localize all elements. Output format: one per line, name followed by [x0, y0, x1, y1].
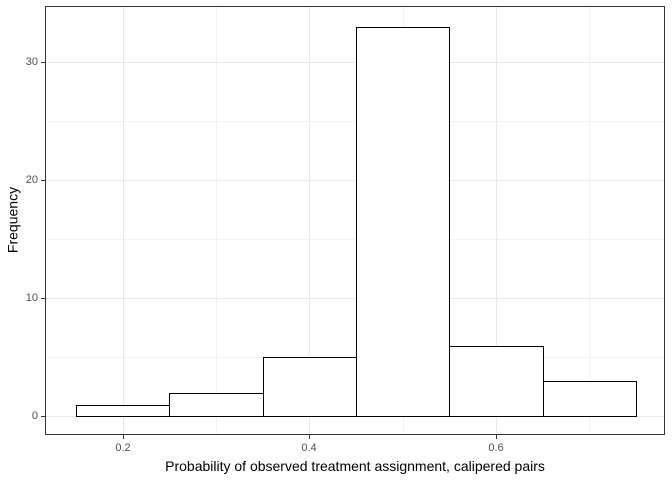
x-minor-gridline [216, 7, 217, 434]
y-tick-mark [41, 180, 45, 181]
y-tick-mark [41, 298, 45, 299]
histogram-bar [76, 405, 170, 417]
x-tick-mark [496, 435, 497, 439]
y-minor-gridline [46, 121, 664, 122]
histogram-bar [356, 27, 450, 417]
x-major-gridline [496, 7, 497, 434]
histogram-bar [449, 346, 544, 417]
y-major-gridline [46, 62, 664, 63]
plot-panel [45, 6, 665, 435]
y-tick-mark [41, 416, 45, 417]
y-tick-label: 20 [25, 174, 38, 186]
x-tick-label: 0.4 [301, 442, 317, 454]
x-major-gridline [123, 7, 124, 434]
y-tick-label: 30 [25, 56, 38, 68]
x-tick-mark [123, 435, 124, 439]
x-axis-title: Probability of observed treatment assign… [165, 458, 545, 474]
x-tick-label: 0.2 [115, 442, 131, 454]
y-tick-mark [41, 62, 45, 63]
x-minor-gridline [589, 7, 590, 434]
y-major-gridline [46, 298, 664, 299]
x-tick-label: 0.6 [488, 442, 504, 454]
y-major-gridline [46, 180, 664, 181]
y-minor-gridline [46, 239, 664, 240]
x-major-gridline [309, 7, 310, 434]
histogram-bar [543, 381, 637, 417]
y-axis-title: Frequency [4, 186, 21, 254]
histogram-bar [169, 393, 264, 417]
histogram-bar [263, 357, 357, 417]
y-tick-label: 10 [25, 292, 38, 304]
y-tick-label: 0 [31, 410, 38, 422]
x-tick-mark [309, 435, 310, 439]
